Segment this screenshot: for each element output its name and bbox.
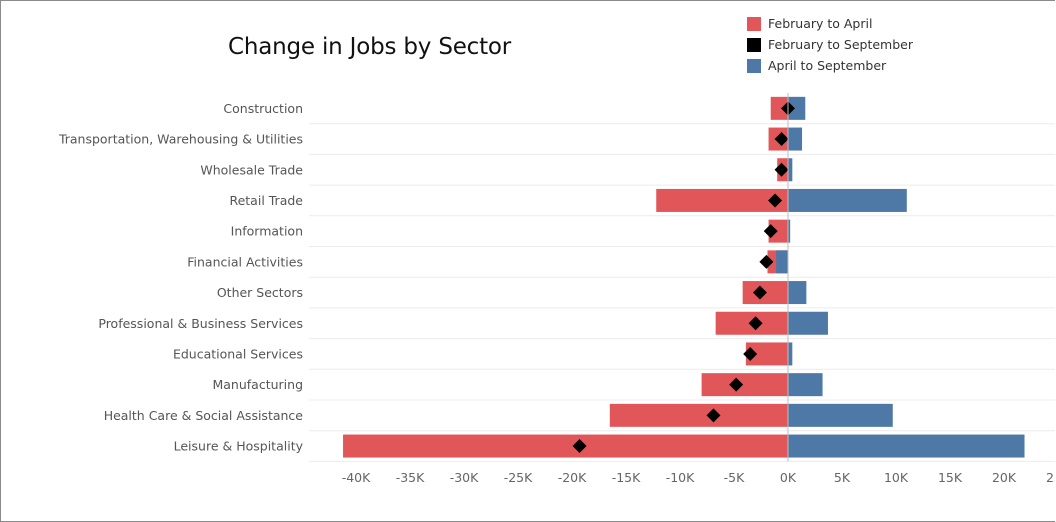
category-label: Educational Services: [173, 346, 303, 361]
legend-item-apr-sep[interactable]: April to September: [747, 55, 913, 76]
x-tick-label: -30K: [450, 470, 479, 485]
x-tick-label: -20K: [558, 470, 587, 485]
chart-title: Change in Jobs by Sector: [228, 34, 512, 60]
bar-apr-sep: [788, 403, 893, 427]
x-tick-label: 10K: [884, 470, 909, 485]
marker-feb-sep: [706, 408, 721, 423]
category-label: Health Care & Social Assistance: [104, 408, 304, 423]
bar-feb-apr: [745, 342, 788, 366]
legend-label: April to September: [768, 58, 887, 73]
bar-apr-sep: [788, 373, 823, 397]
bar-apr-sep: [788, 127, 803, 151]
x-tick-label: 25K: [1046, 470, 1055, 485]
category-label: Professional & Business Services: [98, 316, 303, 331]
bar-feb-apr: [768, 219, 788, 243]
marker-feb-sep: [729, 377, 744, 392]
marker-feb-sep: [748, 316, 763, 331]
bar-feb-apr: [343, 434, 788, 458]
x-tick-label: -35K: [396, 470, 425, 485]
x-tick-label: 20K: [992, 470, 1017, 485]
x-tick-label: -5K: [724, 470, 745, 485]
legend-label: February to April: [768, 16, 873, 31]
bar-apr-sep: [776, 250, 788, 274]
x-tick-label: -40K: [342, 470, 371, 485]
legend-swatch-apr-sep: [747, 58, 761, 73]
marker-feb-sep: [743, 346, 758, 361]
bar-apr-sep: [788, 96, 806, 120]
legend-swatch-feb-apr: [747, 16, 761, 31]
bar-apr-sep: [788, 188, 907, 212]
bar-feb-apr: [701, 373, 788, 397]
marker-feb-sep: [774, 132, 789, 147]
category-label: Manufacturing: [212, 377, 303, 392]
bar-apr-sep: [788, 434, 1025, 458]
category-label: Financial Activities: [187, 254, 303, 269]
legend-swatch-feb-sep: [747, 37, 761, 52]
category-label: Leisure & Hospitality: [174, 439, 304, 454]
bar-apr-sep: [788, 281, 807, 305]
category-label: Retail Trade: [229, 193, 303, 208]
bar-apr-sep: [788, 311, 828, 335]
marker-feb-sep: [763, 224, 778, 239]
bar-apr-sep: [788, 158, 793, 182]
category-label: Construction: [223, 101, 303, 116]
bar-feb-apr: [609, 403, 788, 427]
x-tick-label: -15K: [612, 470, 641, 485]
x-tick-label: -10K: [666, 470, 695, 485]
marker-feb-sep: [752, 285, 767, 300]
category-label: Wholesale Trade: [200, 162, 303, 177]
x-tick-label: -25K: [504, 470, 533, 485]
legend-item-feb-sep[interactable]: February to September: [747, 34, 913, 55]
category-label: Transportation, Warehousing & Utilities: [58, 132, 303, 147]
legend-label: February to September: [768, 37, 913, 52]
category-label: Information: [231, 224, 303, 239]
bar-apr-sep: [788, 219, 791, 243]
x-tick-label: 0K: [780, 470, 797, 485]
marker-feb-sep: [774, 162, 789, 177]
x-tick-label: 15K: [938, 470, 963, 485]
legend: February to April February to September …: [747, 13, 913, 76]
marker-feb-sep: [768, 193, 783, 208]
category-label: Other Sectors: [217, 285, 303, 300]
bar-apr-sep: [788, 342, 793, 366]
bar-feb-apr: [656, 188, 788, 212]
marker-feb-sep: [759, 254, 774, 269]
legend-item-feb-apr[interactable]: February to April: [747, 13, 913, 34]
x-tick-label: 5K: [834, 470, 851, 485]
bar-feb-apr: [770, 96, 788, 120]
marker-feb-sep: [572, 439, 587, 454]
